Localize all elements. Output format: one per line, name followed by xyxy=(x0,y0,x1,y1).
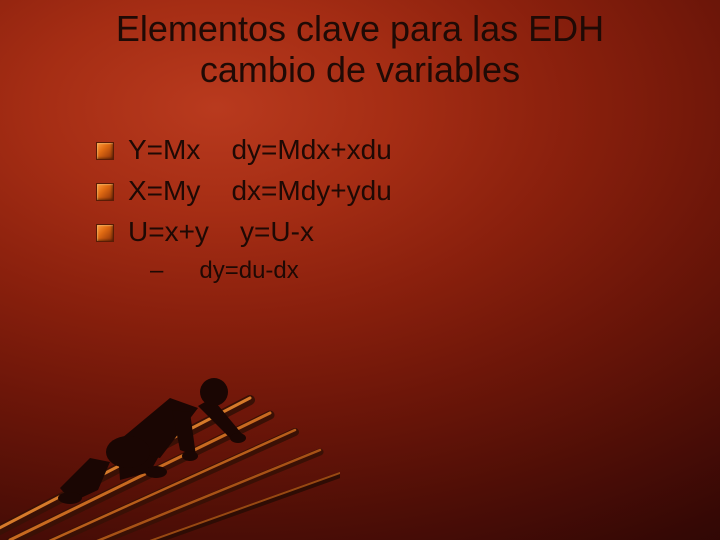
square-bullet-icon xyxy=(96,224,114,242)
bullet-text: U=x+y y=U-x xyxy=(128,214,314,249)
runner-track-graphic xyxy=(0,280,340,540)
dash-bullet-icon: – xyxy=(150,255,163,286)
title-line-1: Elementos clave para las EDH xyxy=(116,8,604,49)
slide-title: Elementos clave para las EDH cambio de v… xyxy=(0,8,720,91)
square-bullet-icon xyxy=(96,183,114,201)
bullet-item: Y=Mx dy=Mdx+xdu xyxy=(96,132,680,167)
bullet-item: X=My dx=Mdy+ydu xyxy=(96,173,680,208)
sub-bullet-text: dy=du-dx xyxy=(199,255,298,286)
bullet-text: Y=Mx dy=Mdx+xdu xyxy=(128,132,392,167)
title-line-2: cambio de variables xyxy=(200,49,520,90)
content-area: Y=Mx dy=Mdx+xdu X=My dx=Mdy+ydu U=x+y y=… xyxy=(96,132,680,286)
sub-bullet-item: – dy=du-dx xyxy=(150,255,680,286)
bullet-text: X=My dx=Mdy+ydu xyxy=(128,173,392,208)
square-bullet-icon xyxy=(96,142,114,160)
bullet-item: U=x+y y=U-x xyxy=(96,214,680,249)
slide: Elementos clave para las EDH cambio de v… xyxy=(0,0,720,540)
